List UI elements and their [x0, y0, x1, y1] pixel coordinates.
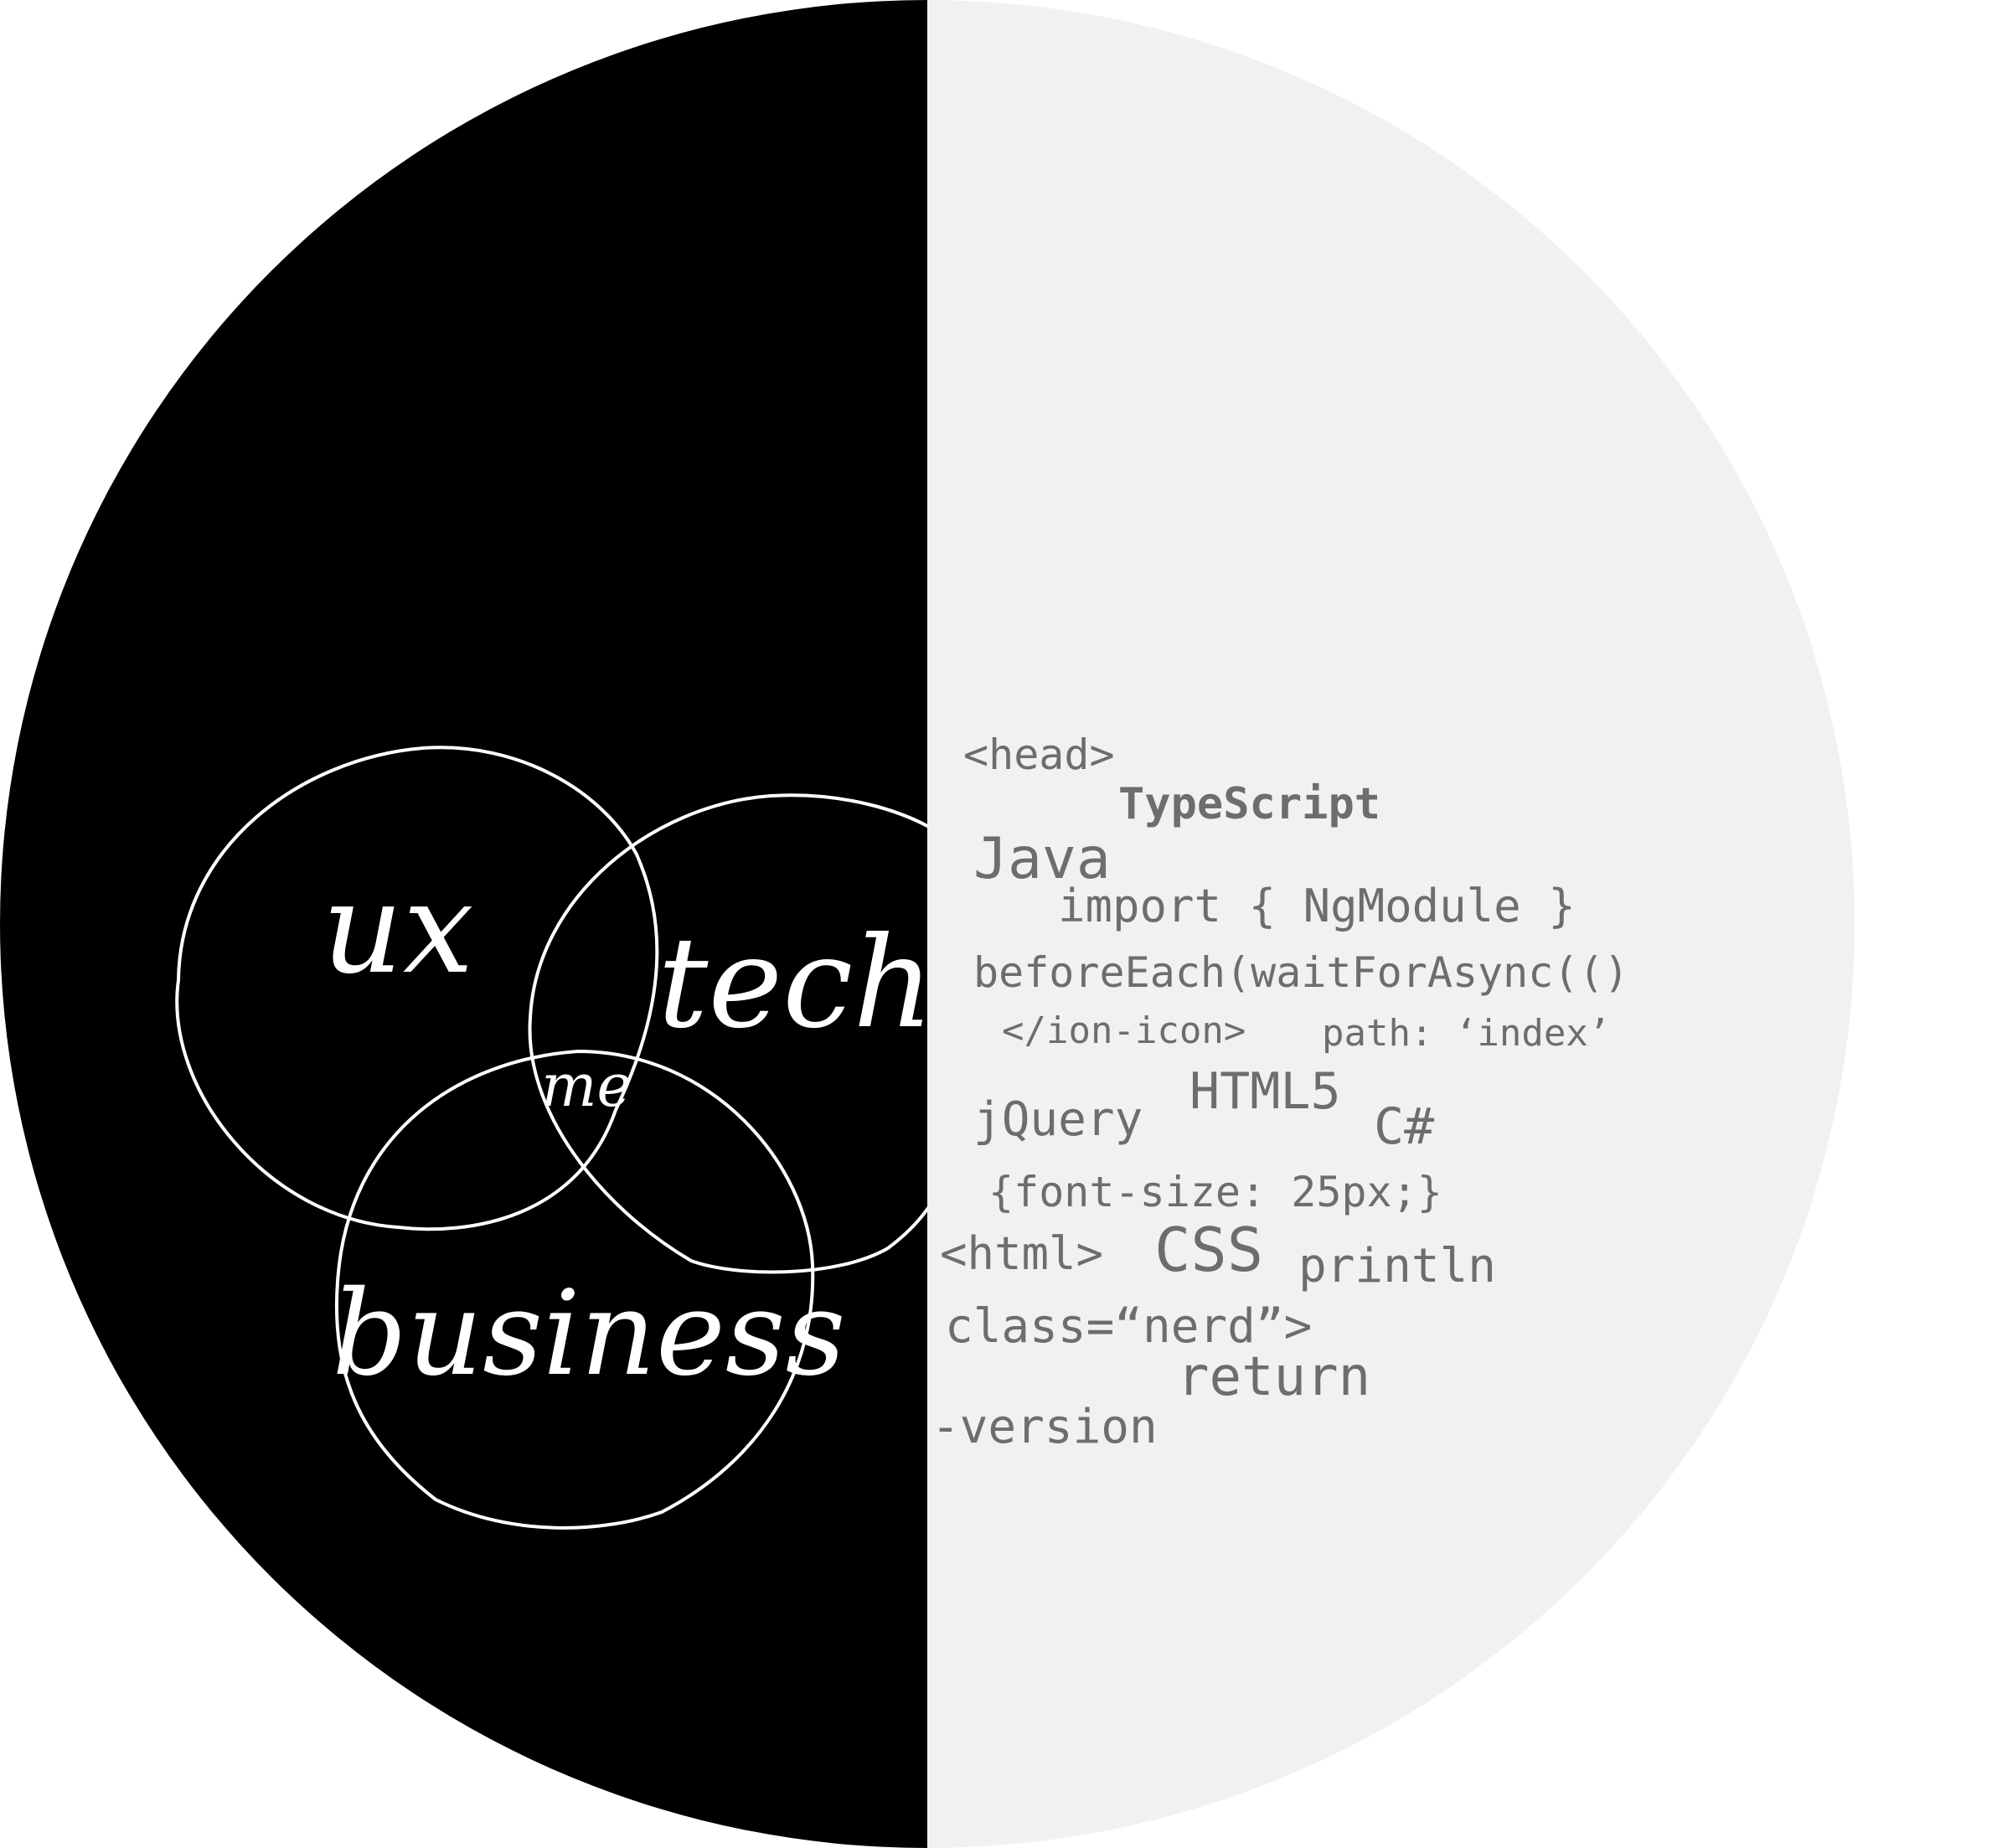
code-word-html5: HTML5: [1189, 1062, 1341, 1121]
code-word-font-size: {font-size: 25px;}: [988, 1168, 1442, 1216]
code-word-class-nerd: class=“nerd”>: [945, 1299, 1312, 1354]
venn-label-business: business: [332, 1266, 845, 1402]
code-word-head: <head>: [963, 730, 1115, 779]
code-word-path-index: path: ‘index’: [1322, 1012, 1610, 1055]
venn-circle-ux: [175, 746, 659, 1231]
code-word-println: println: [1298, 1239, 1496, 1293]
code-word-import: import { NgModule }: [1058, 880, 1576, 932]
circle-right-half: [927, 0, 1855, 1848]
code-word-jquery: jQuery: [973, 1092, 1143, 1147]
code-word-ion-icon: </ion-icon>: [1002, 1009, 1246, 1052]
venn-circle-business: [334, 1049, 815, 1530]
code-word-typescript: TypeScript: [1118, 779, 1380, 829]
venn-circle-tech: [528, 793, 927, 1274]
big-circle: [0, 0, 1855, 1848]
venn-label-tech: tech: [658, 911, 934, 1056]
code-word-version: -version: [931, 1400, 1158, 1454]
code-word-java: Java: [973, 826, 1111, 892]
venn-label-ux: ux: [322, 856, 473, 1002]
code-word-return: return: [1177, 1346, 1370, 1408]
venn-labels: ux tech business me: [322, 856, 933, 1402]
code-word-csharp: C#: [1374, 1097, 1434, 1156]
code-word-beforeeach: beforeEach(waitForAsync((): [973, 948, 1629, 997]
code-word-css: CSS: [1154, 1215, 1263, 1285]
venn-label-me: me: [541, 1051, 632, 1120]
venn-diagram: [175, 746, 927, 1530]
code-word-cloud: <head> TypeScript Java import { NgModule…: [931, 730, 1629, 1454]
circle-left-half: [0, 0, 927, 1848]
code-word-html-tag: <html>: [940, 1227, 1103, 1280]
